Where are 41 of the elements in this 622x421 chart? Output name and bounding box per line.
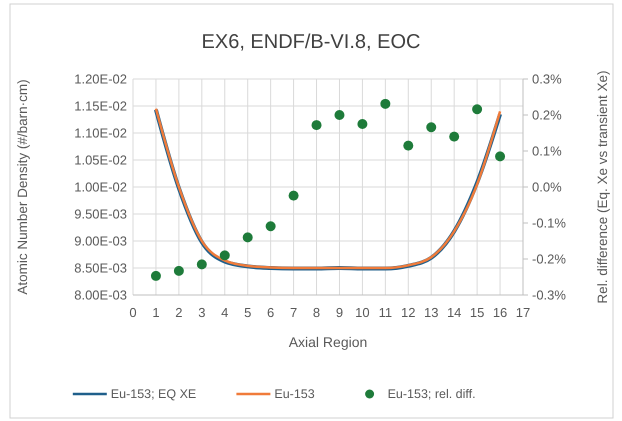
- y-tick-label: 8.00E-03: [74, 288, 127, 302]
- x-tick-label: 9: [336, 305, 344, 320]
- x-tick-label: 12: [401, 305, 416, 320]
- legend-label: Eu-153: [274, 387, 315, 401]
- y-tick-label: 9.50E-03: [74, 206, 127, 222]
- x-tick-label: 5: [244, 305, 252, 320]
- y2-tick-label: 0.2%: [532, 108, 562, 122]
- y-tick-label: 1.00E-02: [74, 180, 127, 194]
- legend-label: Eu-153; EQ XE: [110, 387, 196, 401]
- x-tick-label: 1: [152, 305, 160, 320]
- y2-axis-title: Rel. difference (Eq. Xe vs transient Xe): [595, 70, 610, 304]
- x-tick-label: 8: [312, 305, 320, 320]
- legend-label: Eu-153; rel. diff.: [388, 387, 476, 401]
- y2-tick-label: 0.1%: [532, 144, 562, 158]
- chart-title: EX6, ENDF/B-VI.8, EOC: [202, 31, 420, 53]
- x-tick-label: 7: [290, 305, 298, 320]
- x-tick-label: 2: [175, 305, 182, 320]
- y-tick-label: 8.50E-03: [74, 260, 127, 276]
- x-tick-label: 16: [492, 305, 508, 320]
- x-tick-label: 0: [129, 305, 137, 320]
- y-tick-label: 1.20E-02: [74, 72, 127, 86]
- x-tick-label: 10: [355, 305, 370, 320]
- y2-tick-label: 0.3%: [532, 72, 562, 86]
- y-tick-label: 1.10E-02: [74, 126, 127, 140]
- y-tick-label: 1.15E-02: [74, 98, 127, 114]
- y-tick-label: 1.05E-02: [74, 152, 127, 168]
- y2-tick-label: -0.2%: [532, 252, 566, 266]
- x-tick-label: 17: [516, 305, 530, 320]
- y2-tick-label: -0.3%: [532, 288, 566, 302]
- y-axis-title: Atomic Number Density (#/barn·cm): [15, 79, 30, 295]
- x-tick-label: 3: [198, 305, 206, 320]
- x-axis-title: Axial Region: [288, 334, 368, 350]
- y2-tick-label: -0.1%: [532, 216, 566, 230]
- x-tick-label: 11: [378, 305, 392, 320]
- x-tick-label: 14: [446, 305, 462, 320]
- y-tick-label: 9.00E-03: [74, 234, 127, 248]
- x-tick-label: 13: [424, 305, 438, 320]
- x-tick-label: 15: [470, 305, 484, 320]
- x-tick-label: 4: [221, 305, 228, 320]
- x-tick-label: 6: [267, 305, 274, 320]
- y2-tick-label: 0.0%: [532, 180, 562, 194]
